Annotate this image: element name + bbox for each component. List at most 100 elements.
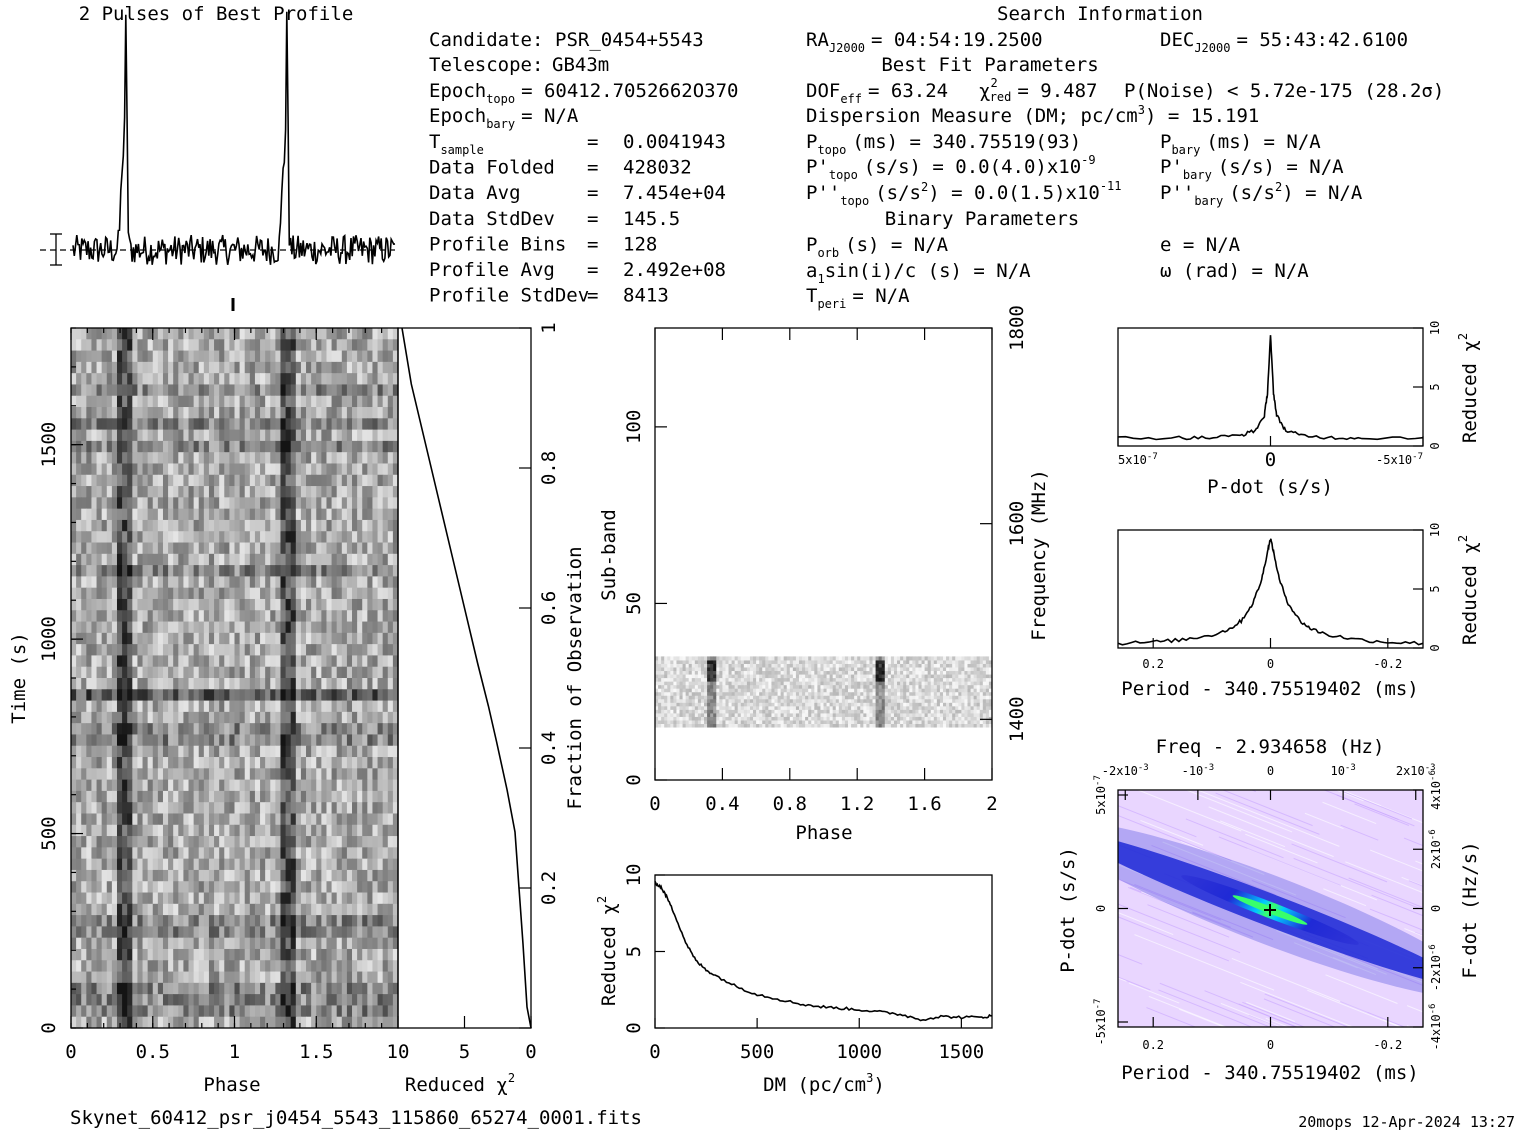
candidate-label: Candidate: xyxy=(429,29,543,51)
dm-chi2-ylabel: Reduced χ2 xyxy=(595,896,620,1006)
time-phase-xlabel: Phase xyxy=(203,1074,260,1096)
period-pdot-plot: 0.2 0 -0.2 -2x10-3 -10-3 0 10-3 2x10-3 5x10-7 0 -5… xyxy=(1057,736,1481,1084)
x-tick-label: 1 xyxy=(229,1041,240,1063)
period-chi2-ticks: 0.2 0 -0.2 0 5 10 xyxy=(1142,523,1442,671)
info-row-value: 0.0041943 xyxy=(623,131,726,153)
x-tick-label: 0 xyxy=(65,1041,76,1063)
info-row-value: 145.5 xyxy=(623,208,680,230)
x-tick-label: 0.4 xyxy=(705,793,739,815)
y2-tick-label: 0 xyxy=(1429,905,1443,912)
pbary-row: Pbary (ms) = N/A xyxy=(1160,131,1321,157)
x-tick-label: 1.2 xyxy=(840,793,874,815)
x-tick-label: 0.5 xyxy=(136,1041,170,1063)
dm-row: Dispersion Measure (DM; pc/cm3) = 15.191 xyxy=(806,103,1259,127)
cumulative-chi2-ylabel: Fraction of Observation xyxy=(564,546,586,809)
ptopo-row: Ptopo (ms) = 340.75519(93) xyxy=(806,131,1081,157)
period-pdot-ylabel: P-dot (s/s) xyxy=(1057,847,1079,973)
dm-chi2-plot: 0 500 1000 1500 0 5 10 DM (pc/cm3) Reduced χ2 xyxy=(595,864,993,1096)
y2-tick-label: 2x10-6 xyxy=(1428,829,1443,869)
cumulative-chi2-curve xyxy=(401,327,532,1029)
x-tick-label: 0 xyxy=(649,793,660,815)
x-tick-label: 0 xyxy=(525,1041,536,1063)
profile-title: 2 Pulses of Best Profile xyxy=(79,3,354,25)
top-tick-label: -10-3 xyxy=(1182,763,1215,778)
subband-plot: 0 0.4 0.8 1.2 1.6 2 0 50 100 1400 1600 1800 Phase S… xyxy=(598,305,1050,844)
info-row-label: Data Folded xyxy=(429,157,555,179)
x-tick-label: 0 xyxy=(649,1041,660,1063)
y2-tick-label: -2x10-6 xyxy=(1428,944,1443,991)
pdot-topo-row: P'topo (s/s) = 0.0(4.0)x10-9 xyxy=(806,153,1096,182)
omega-row: ω (rad) = N/A xyxy=(1160,260,1309,282)
dm-chi2-xlabel: DM (pc/cm3) xyxy=(763,1071,885,1096)
y-tick-label: 50 xyxy=(623,592,645,615)
dm-chi2-curve xyxy=(654,880,992,1022)
pdot-bary-row: P'bary (s/s) = N/A xyxy=(1160,156,1344,182)
pddot-bary-row: P''bary (s/s2) = N/A xyxy=(1160,180,1363,208)
info-row-value: 428032 xyxy=(623,157,692,179)
y-tick-label: 0.6 xyxy=(538,591,560,625)
info-row-eq: = xyxy=(587,182,598,204)
x-tick-label: -5x10-7 xyxy=(1376,452,1423,467)
info-row-label: Data Avg xyxy=(429,182,521,204)
x-tick-label: -0.2 xyxy=(1373,1038,1402,1052)
y-tick-label: -5x10-7 xyxy=(1093,999,1108,1046)
y-tick-label: 10 xyxy=(1428,321,1442,335)
cumulative-chi2-plot: 10 5 0 0.2 0.4 0.6 0.8 1 Reduced χ2 Fraction of… xyxy=(387,322,586,1096)
x-tick-label: 2 xyxy=(986,793,997,815)
y-tick-label: 5 xyxy=(1428,383,1442,390)
x-tick-label: 1500 xyxy=(938,1041,984,1063)
period-chi2-ylabel: Reduced χ2 xyxy=(1456,535,1481,645)
pdot-chi2-ticks: 5x10-7 0 -5x10-7 0 5 10 xyxy=(1117,321,1442,471)
x-tick-label: 0 xyxy=(1267,657,1274,671)
y-tick-label: 1000 xyxy=(38,616,60,662)
y-tick-label: 0 xyxy=(38,1022,60,1033)
candidate-value: PSR_0454+5543 xyxy=(555,29,704,51)
a1-row: a1sin(i)/c (s) = N/A xyxy=(806,260,1031,286)
time-phase-heatmap xyxy=(71,328,398,1028)
info-row-eq: = xyxy=(587,131,598,153)
time-phase-plot: 0 0.5 1 1.5 0 500 1000 1500 Phase Time (s) xyxy=(8,327,399,1096)
y-tick-label: 5x10-7 xyxy=(1093,775,1108,815)
subband-y2label: Frequency (MHz) xyxy=(1028,469,1050,641)
info-row-eq: = xyxy=(587,208,598,230)
period-pdot-peak-marker xyxy=(1264,904,1276,916)
top-tick-label: 10-3 xyxy=(1330,763,1355,778)
pddot-topo-row: P''topo (s/s2) = 0.0(1.5)x10-11 xyxy=(806,179,1122,208)
info-row-label: Data StdDev xyxy=(429,208,555,230)
cumulative-chi2-ticks: 10 5 0 0.2 0.4 0.6 0.8 1 xyxy=(387,322,560,1063)
period-pdot-y2label: F-dot (Hz/s) xyxy=(1459,841,1481,978)
top-tick-label: -2x10-3 xyxy=(1102,763,1149,778)
y2-tick-label: -4x10-6 xyxy=(1428,1004,1443,1051)
y-tick-label: 0 xyxy=(1428,644,1442,651)
subband-frame xyxy=(654,327,993,781)
ecc-row: e = N/A xyxy=(1160,234,1241,256)
dec-row: DECJ2000 = 55:43:42.6100 xyxy=(1160,29,1408,55)
info-row-label: Profile StdDev xyxy=(429,285,589,307)
x-tick-label: 5 xyxy=(459,1041,470,1063)
time-phase-ylabel: Time (s) xyxy=(8,632,30,724)
x-tick-label: 0 xyxy=(1265,449,1276,471)
info-rows: Tsample = 0.0041943 Data Folded = 428032 Data … xyxy=(429,131,726,307)
time-phase-ticks: 0 0.5 1 1.5 0 500 1000 1500 xyxy=(38,327,383,1063)
porb-row: Porb (s) = N/A xyxy=(806,234,949,260)
x-tick-label: 500 xyxy=(740,1041,774,1063)
period-chi2-xlabel: Period - 340.75519402 (ms) xyxy=(1121,678,1418,700)
period-chi2-curve xyxy=(1117,538,1424,646)
x-tick-label: 1.5 xyxy=(299,1041,333,1063)
subband-ticks: 0 0.4 0.8 1.2 1.6 2 0 50 100 1400 1600 1800 xyxy=(623,305,1028,815)
y-tick-label: 0 xyxy=(623,1022,645,1033)
y2-tick-label: 1800 xyxy=(1006,305,1028,351)
x-tick-label: 1000 xyxy=(836,1041,882,1063)
subband-heatmap xyxy=(655,656,992,728)
x-tick-label: 0.2 xyxy=(1142,657,1164,671)
info-row-label: Tsample xyxy=(429,131,484,157)
info-row-value: 128 xyxy=(623,233,657,255)
y-tick-label: 0.4 xyxy=(538,731,560,765)
y2-tick-label: 1600 xyxy=(1006,501,1028,547)
search-info: Search Information Candidate: PSR_0454+5… xyxy=(429,3,1444,311)
period-pdot-ticks: 0.2 0 -0.2 -2x10-3 -10-3 0 10-3 2x10-3 5x10-7 0 -5… xyxy=(1093,763,1443,1052)
chi2-row: χ2 red = 9.487 xyxy=(979,76,1097,104)
info-row-value: 8413 xyxy=(623,285,669,307)
info-row-eq: = xyxy=(587,233,598,255)
footer-filename: Skynet_60412_psr_j0454_5543_115860_65274… xyxy=(70,1107,642,1129)
